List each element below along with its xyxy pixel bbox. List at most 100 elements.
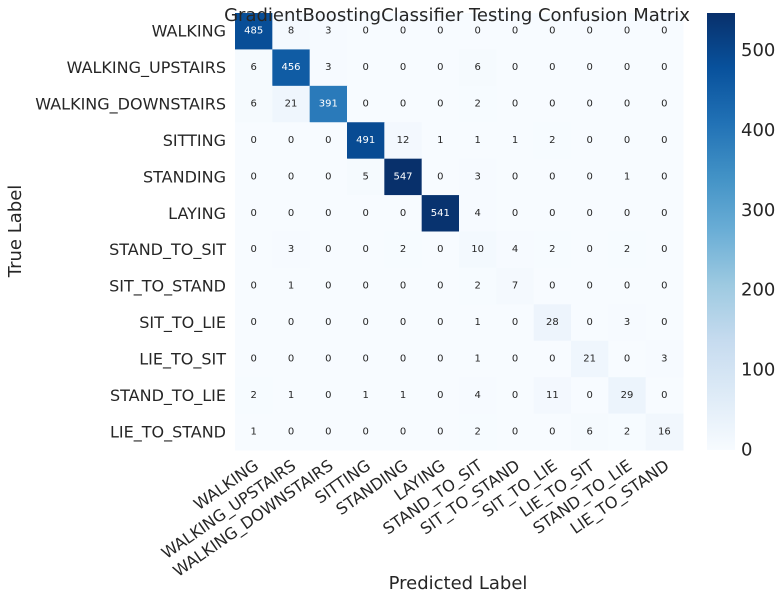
cell-value-label: 2 xyxy=(549,135,555,146)
heatmap-cell xyxy=(347,340,385,378)
cell-value-label: 0 xyxy=(437,317,443,328)
cell-value-label: 0 xyxy=(586,390,592,401)
y-tick-label: WALKING xyxy=(152,22,226,41)
heatmap-cell xyxy=(496,267,535,305)
cell-value-labels: 485 8 3 0 0 0 0 0 0 0 0 06 456 3 0 0 0 6 0 0 0 0 06 21 391 0 0 0 2 0 0… xyxy=(244,26,671,438)
heatmap-cell xyxy=(309,158,348,196)
heatmap-cell xyxy=(347,304,385,342)
y-tick-label: SIT_TO_LIE xyxy=(139,313,226,333)
heatmap-cell xyxy=(347,377,385,415)
cell-value-label: 0 xyxy=(624,353,630,364)
cell-value-label: 6 xyxy=(250,62,256,73)
heatmap-cell xyxy=(459,195,497,232)
y-tick-labels: WALKING WALKING_UPSTAIRS WALKING_DOWNSTAIR… xyxy=(35,22,226,443)
heatmap-cell xyxy=(459,267,497,305)
cell-value-label: 29 xyxy=(621,390,634,401)
heatmap-cell xyxy=(608,231,647,269)
heatmap-cell xyxy=(309,304,348,342)
cell-value-label: 2 xyxy=(624,244,630,255)
cell-value-label: 0 xyxy=(549,281,555,292)
cell-value-label: 1 xyxy=(250,426,256,437)
heatmap-cell xyxy=(309,340,348,378)
heatmap-cell xyxy=(384,122,423,160)
heatmap-cell xyxy=(533,340,572,378)
heatmap-cell xyxy=(272,340,311,378)
heatmap-cell xyxy=(608,195,647,232)
heatmap-cell xyxy=(235,413,273,451)
y-tick-label: LIE_TO_SIT xyxy=(139,349,226,369)
heatmap-cell xyxy=(384,340,423,378)
heatmap-cell xyxy=(384,158,423,196)
heatmap-cell xyxy=(459,85,497,123)
heatmap-cell xyxy=(384,413,423,451)
cell-value-label: 547 xyxy=(393,171,412,182)
cell-value-label: 3 xyxy=(288,244,294,255)
chart-title: GradientBoostingClassifier Testing Confu… xyxy=(224,5,690,26)
cell-value-label: 0 xyxy=(325,135,331,146)
heatmap-cell xyxy=(347,122,385,160)
heatmap-cell xyxy=(235,158,273,196)
heatmap-cell xyxy=(421,85,460,123)
heatmap-cell xyxy=(533,413,572,451)
cell-value-label: 0 xyxy=(512,317,518,328)
cell-value-label: 0 xyxy=(400,353,406,364)
heatmap-cell xyxy=(571,304,609,342)
colorbar-tick-label: 400 xyxy=(741,120,775,141)
heatmap-cell xyxy=(421,340,460,378)
heatmap-cell xyxy=(347,413,385,451)
cell-value-label: 0 xyxy=(325,317,331,328)
cell-value-label: 0 xyxy=(400,281,406,292)
colorbar-tick-label: 300 xyxy=(741,200,775,221)
cell-value-label: 11 xyxy=(546,390,559,401)
cell-value-label: 0 xyxy=(288,317,294,328)
cell-value-label: 3 xyxy=(474,171,480,182)
cell-value-label: 0 xyxy=(400,317,406,328)
heatmap-cell xyxy=(571,85,609,123)
heatmap-cell xyxy=(533,122,572,160)
cell-value-label: 0 xyxy=(437,171,443,182)
cell-value-label: 491 xyxy=(356,135,375,146)
heatmap-cell xyxy=(384,85,423,123)
cell-value-label: 0 xyxy=(437,426,443,437)
cell-value-label: 4 xyxy=(474,390,480,401)
heatmap-cell xyxy=(235,195,273,232)
cell-value-label: 0 xyxy=(437,281,443,292)
heatmap-cell xyxy=(384,304,423,342)
cell-value-label: 0 xyxy=(661,208,667,219)
heatmap-cell xyxy=(309,49,348,87)
heatmap-cell xyxy=(235,49,273,87)
heatmap-cell xyxy=(571,13,609,50)
heatmap-cell xyxy=(309,85,348,123)
cell-value-label: 0 xyxy=(624,62,630,73)
cell-value-label: 0 xyxy=(250,208,256,219)
heatmap-cell xyxy=(235,122,273,160)
cell-value-label: 3 xyxy=(624,317,630,328)
heatmap-cell xyxy=(645,158,684,196)
cell-value-label: 541 xyxy=(431,208,450,219)
cell-value-label: 2 xyxy=(624,426,630,437)
heatmap-cell xyxy=(421,158,460,196)
cell-value-label: 0 xyxy=(661,244,667,255)
heatmap-cell xyxy=(459,304,497,342)
heatmap-cell xyxy=(608,267,647,305)
cell-value-label: 0 xyxy=(400,26,406,37)
cell-value-label: 8 xyxy=(288,26,294,37)
heatmap-cell xyxy=(496,85,535,123)
heatmap-cell xyxy=(645,122,684,160)
heatmap-cell xyxy=(459,413,497,451)
cell-value-label: 21 xyxy=(285,99,298,110)
cell-value-label: 0 xyxy=(250,317,256,328)
cell-value-label: 0 xyxy=(288,353,294,364)
heatmap-cell xyxy=(533,158,572,196)
cell-value-label: 0 xyxy=(661,317,667,328)
cell-value-label: 0 xyxy=(512,99,518,110)
cell-value-label: 0 xyxy=(512,62,518,73)
cell-value-label: 0 xyxy=(362,317,368,328)
heatmap-cell xyxy=(309,195,348,232)
heatmap-cell xyxy=(496,13,535,50)
cell-value-label: 7 xyxy=(512,281,518,292)
y-tick-label: SIT_TO_STAND xyxy=(109,277,226,297)
heatmap-cell xyxy=(496,195,535,232)
cell-value-label: 0 xyxy=(661,281,667,292)
cell-value-label: 0 xyxy=(661,26,667,37)
